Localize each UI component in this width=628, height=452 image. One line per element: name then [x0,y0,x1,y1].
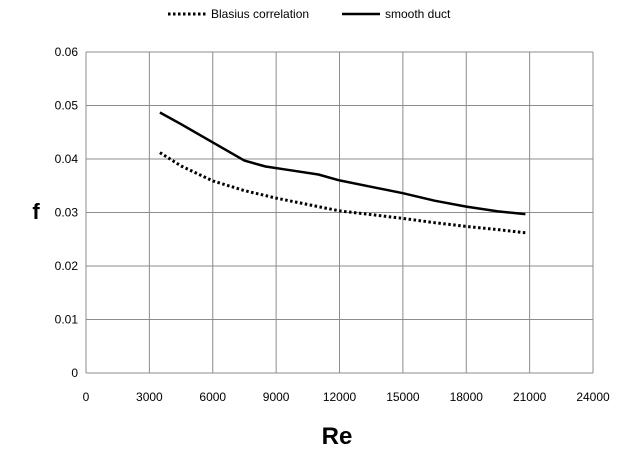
y-tick-label: 0.01 [55,313,79,327]
series-line-smooth-duct [159,111,526,216]
legend: Blasius correlation smooth duct [168,7,451,21]
legend-label-smooth-duct: smooth duct [385,7,451,21]
x-tick-label: 6000 [199,390,226,404]
x-axis-title: Re [322,423,353,450]
x-tick-label: 0 [83,390,90,404]
x-tick-label: 18000 [450,390,484,404]
y-tick-label: 0.06 [55,45,79,59]
y-tick-label: 0.05 [55,99,79,113]
y-axis-title: f [32,199,40,224]
y-tick-label: 0 [71,366,78,380]
y-tick-labels: 0 0.01 0.02 0.03 0.04 0.05 0.06 [55,45,79,380]
x-tick-labels: 0 3000 6000 9000 12000 15000 18000 21000 24000 [83,390,610,404]
series-layer [159,111,526,235]
series-line-blasius-correlation [159,151,526,235]
x-tick-label: 9000 [263,390,290,404]
x-tick-label: 3000 [136,390,163,404]
x-tick-label: 15000 [386,390,420,404]
y-tick-label: 0.02 [55,259,79,273]
x-tick-label: 24000 [576,390,610,404]
x-tick-label: 21000 [513,390,547,404]
y-tick-label: 0.03 [55,206,79,220]
x-tick-label: 12000 [323,390,357,404]
legend-label-blasius-correlation: Blasius correlation [211,7,309,21]
y-tick-label: 0.04 [55,152,79,166]
